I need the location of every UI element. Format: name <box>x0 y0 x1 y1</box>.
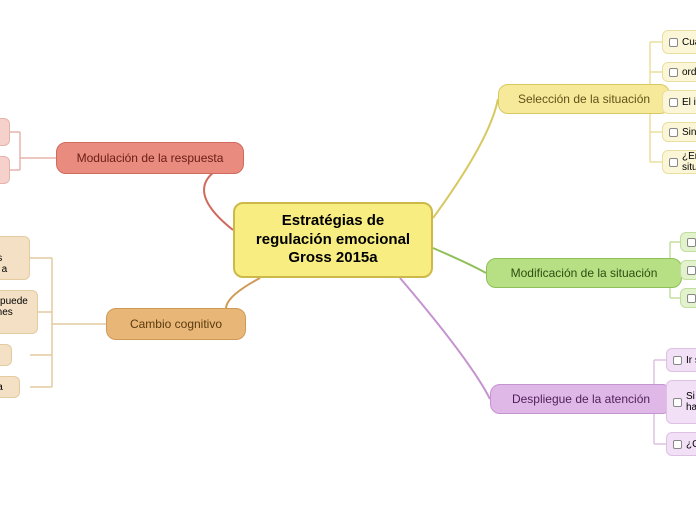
checkbox-icon <box>669 38 678 47</box>
checkbox-icon <box>669 68 678 77</box>
checkbox-icon <box>669 98 678 107</box>
leaf-label: Ir si <box>686 355 696 366</box>
leaf-cambio-2: iendo <box>0 344 12 366</box>
central-node: Estratégias de regulación emocional Gros… <box>233 202 433 278</box>
leaf-despliegue-1: Si la de ha <box>666 380 696 424</box>
branch-modificacion: Modificación de la situación <box>486 258 682 288</box>
leaf-label: ¿En q situa <box>682 151 696 173</box>
branch-modulacion: Modulación de la respuesta <box>56 142 244 174</box>
leaf-despliegue-0: Ir si <box>666 348 696 372</box>
leaf-cambio-0: ar sus nuevas ificado a <box>0 236 30 280</box>
leaf-seleccion-1: orde <box>662 62 696 82</box>
leaf-modificacion-2 <box>680 288 696 308</box>
leaf-seleccion-3: Sin e <box>662 122 696 142</box>
checkbox-icon <box>673 398 682 407</box>
leaf-cambio-1: stegía puede mociones vas <box>0 290 38 334</box>
leaf-label: El in dete <box>682 97 696 108</box>
checkbox-icon <box>673 440 682 449</box>
checkbox-icon <box>687 238 696 247</box>
leaf-label: stegía puede mociones vas <box>0 296 31 329</box>
leaf-seleccion-2: El in dete <box>662 90 696 114</box>
checkbox-icon <box>673 356 682 365</box>
leaf-modulacion-0 <box>0 118 10 146</box>
branch-cambio: Cambio cognitivo <box>106 308 246 340</box>
leaf-seleccion-4: ¿En q situa <box>662 150 696 174</box>
leaf-label: Cua estr <box>682 37 696 48</box>
leaf-label: Sin e <box>682 127 696 138</box>
branch-despliegue: Despliegue de la atención <box>490 384 672 414</box>
leaf-label: ¿C er <box>686 439 696 450</box>
checkbox-icon <box>669 158 678 167</box>
checkbox-icon <box>687 266 696 275</box>
leaf-label: Si la de ha <box>686 391 696 413</box>
leaf-modulacion-1 <box>0 156 10 184</box>
leaf-cambio-3: nidad a <box>0 376 20 398</box>
leaf-label: nidad a <box>0 382 3 393</box>
leaf-label: ar sus nuevas ificado a <box>0 242 23 275</box>
checkbox-icon <box>669 128 678 137</box>
leaf-modificacion-1 <box>680 260 696 280</box>
branch-seleccion: Selección de la situación <box>498 84 670 114</box>
checkbox-icon <box>687 294 696 303</box>
leaf-modificacion-0 <box>680 232 696 252</box>
leaf-seleccion-0: Cua estr <box>662 30 696 54</box>
leaf-despliegue-2: ¿C er <box>666 432 696 456</box>
leaf-label: orde <box>682 67 696 78</box>
